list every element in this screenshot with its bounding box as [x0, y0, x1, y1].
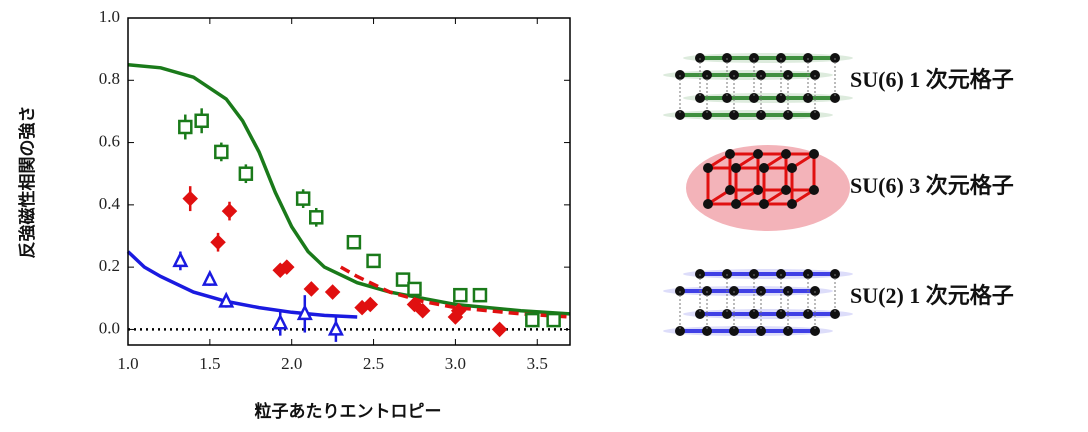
marker	[474, 289, 486, 301]
lattice-site	[787, 163, 797, 173]
lattice-site	[781, 185, 791, 195]
chart: 粒子あたりエントロピー 反強磁性相関の強さ 1.0 1.5 2.0 2.5 3.0 3.5…	[0, 0, 1088, 432]
marker	[397, 274, 409, 286]
marker	[184, 193, 196, 205]
y-tick-label: 0.8	[99, 69, 120, 88]
theory-line	[128, 65, 570, 314]
lattice-site	[759, 199, 769, 209]
legend-label: SU(2) 1 次元格子	[850, 283, 1014, 308]
marker	[305, 283, 317, 295]
marker	[240, 168, 252, 180]
x-tick-label: 1.5	[199, 354, 220, 373]
plot-frame	[128, 18, 570, 345]
marker	[494, 323, 506, 335]
marker	[548, 314, 560, 326]
lattice-site	[787, 199, 797, 209]
marker	[327, 286, 339, 298]
marker	[348, 236, 360, 248]
marker	[174, 254, 186, 266]
x-tick-label: 3.5	[527, 354, 548, 373]
marker	[215, 146, 227, 158]
theory-line	[128, 252, 357, 317]
marker	[212, 236, 224, 248]
lattice-icon	[663, 269, 853, 336]
lattice-site	[809, 185, 819, 195]
lattice-site	[759, 163, 769, 173]
x-tick-label: 2.0	[281, 354, 302, 373]
lattice-icon	[663, 53, 853, 120]
marker	[330, 322, 342, 334]
legend-label: SU(6) 1 次元格子	[850, 67, 1014, 92]
marker	[408, 283, 420, 295]
y-tick-label: 0.0	[99, 318, 120, 337]
lattice-site	[703, 199, 713, 209]
marker	[368, 255, 380, 267]
lattice-site	[731, 163, 741, 173]
marker	[204, 273, 216, 285]
x-tick-label: 2.5	[363, 354, 384, 373]
y-axis-label: 反強磁性相関の強さ	[17, 106, 38, 259]
y-tick-label: 0.2	[99, 256, 120, 275]
lattice-glow	[686, 145, 850, 231]
marker	[179, 121, 191, 133]
lattice-site	[781, 149, 791, 159]
legend-label: SU(6) 3 次元格子	[850, 173, 1014, 198]
marker	[299, 307, 311, 319]
x-axis-label: 粒子あたりエントロピー	[255, 401, 442, 422]
marker	[310, 211, 322, 223]
lattice-site	[753, 149, 763, 159]
marker	[220, 294, 232, 306]
x-tick-label: 3.0	[445, 354, 466, 373]
marker	[454, 289, 466, 301]
marker	[223, 205, 235, 217]
lattice-icon	[686, 145, 850, 231]
lattice-site	[703, 163, 713, 173]
lattice-site	[731, 199, 741, 209]
y-tick-label: 0.6	[99, 131, 120, 150]
lattice-site	[725, 149, 735, 159]
lattice-site	[753, 185, 763, 195]
lattice-site	[725, 185, 735, 195]
y-tick-label: 1.0	[99, 7, 120, 26]
y-tick-label: 0.4	[99, 194, 121, 213]
x-tick-label: 1.0	[117, 354, 138, 373]
marker	[274, 316, 286, 328]
marker	[297, 193, 309, 205]
marker	[526, 314, 538, 326]
marker	[196, 115, 208, 127]
lattice-site	[809, 149, 819, 159]
